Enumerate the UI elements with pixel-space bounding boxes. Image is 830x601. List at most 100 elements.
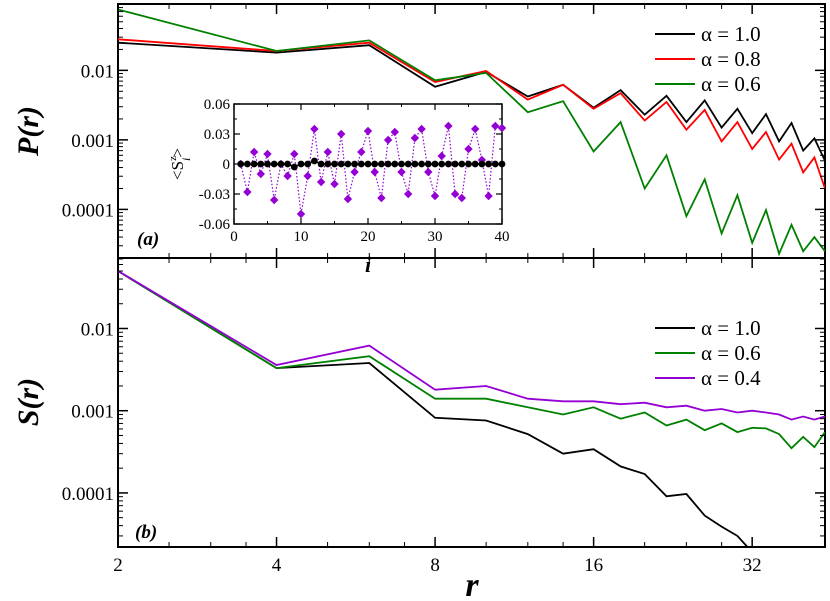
legend-label-3: α = 0.6	[701, 72, 761, 96]
panel-a-ylabel: P(r)	[12, 106, 45, 157]
series-line-3	[118, 8, 825, 257]
inset-circle-point	[398, 160, 405, 168]
x-tick-label: 4	[272, 555, 282, 576]
x-tick-label: 2	[113, 555, 123, 576]
inset-ticks: 0 10 20 30 40 -0.06 -0.03 0 0.03 0.06	[199, 97, 510, 245]
inset-circle-point	[337, 160, 345, 168]
inset-x-tick-label: 40	[495, 229, 510, 245]
y-tick-label: 0.01	[81, 319, 114, 340]
series-line-1	[118, 41, 825, 162]
inset-circle-point	[384, 160, 392, 168]
inset-diamond-point	[296, 209, 306, 219]
legend-label-3: α = 0.4	[701, 366, 761, 390]
inset-circle-point	[351, 160, 358, 168]
inset-y-tick-label: 0.06	[204, 97, 231, 113]
inset-circle-point	[257, 160, 265, 168]
inset-series-line-1	[240, 125, 503, 215]
inset-circle-point	[331, 160, 338, 168]
inset-diamond-point	[377, 193, 386, 203]
inset-circle-point	[371, 160, 379, 168]
x-tick-label: 16	[584, 555, 603, 576]
legend-label-2: α = 0.8	[701, 47, 761, 71]
panel-a: P(r) (a) 0.0001 0.001 0.01 α = 1.0α = 0.8α…	[12, 3, 826, 277]
series-line-3	[118, 270, 825, 421]
inset-diamond-point	[343, 194, 353, 204]
inset-circle-point	[290, 163, 298, 171]
inset-series	[236, 121, 507, 219]
inset-diamond-point	[370, 167, 379, 177]
inset-circle-point	[364, 160, 372, 168]
y-tick-label: 0.01	[81, 61, 114, 82]
inset-chart: 0 10 20 30 40 -0.06 -0.03 0 0.03 0.06 i <Szi>	[167, 97, 510, 277]
inset-circle-point	[277, 160, 285, 168]
inset-diamond-point	[383, 135, 393, 145]
inset-diamond-point	[397, 167, 406, 177]
panel-a-series	[118, 8, 825, 257]
inset-diamond-point	[290, 149, 299, 159]
inset-diamond-point	[283, 171, 292, 181]
inset-diamond-point	[444, 121, 453, 131]
inset-diamond-point	[471, 124, 480, 134]
inset-circle-point	[237, 160, 245, 168]
panel-b-ticks: 2 4 8 16 32 0.0001 0.001 0.01	[62, 258, 825, 576]
inset-circle-point	[357, 160, 365, 168]
panel-b-frame	[117, 257, 826, 548]
inset-circle-point	[297, 160, 305, 168]
inset-y-tick-label: -0.03	[199, 187, 230, 203]
y-tick-label: 0.0001	[62, 484, 114, 505]
inset-diamond-point	[323, 147, 332, 157]
inset-diamond-point	[390, 127, 399, 137]
inset-diamond-point	[417, 124, 426, 134]
inset-diamond-point	[484, 191, 493, 201]
panel-b-series	[118, 270, 825, 547]
inset-circle-point	[411, 160, 419, 168]
inset-diamond-point	[424, 167, 433, 177]
inset-x-tick-label: 20	[361, 229, 376, 245]
legend-label-1: α = 1.0	[701, 316, 761, 340]
inset-circle-point	[284, 160, 291, 168]
panel-b-xlabel: r	[465, 567, 479, 601]
inset-y-tick-label: 0	[223, 157, 231, 173]
panel-b-ylabel: S(r)	[12, 378, 45, 426]
inset-circle-point	[458, 160, 466, 168]
inset-ylabel: <Szi>	[167, 148, 193, 180]
inset-diamond-point	[310, 124, 319, 134]
inset-circle-point	[424, 160, 432, 168]
inset-diamond-point	[350, 167, 359, 177]
inset-diamond-point	[464, 144, 473, 154]
inset-circle-point	[471, 160, 479, 168]
inset-circle-point	[378, 160, 385, 168]
series-line-1	[118, 270, 749, 547]
inset-circle-point	[244, 160, 251, 168]
inset-circle-point	[304, 160, 312, 168]
y-tick-label: 0.001	[71, 131, 114, 152]
inset-circle-point	[418, 160, 425, 168]
inset-circle-point	[431, 160, 439, 168]
inset-diamond-point	[410, 133, 420, 143]
inset-diamond-point	[363, 126, 373, 136]
y-tick-label: 0.001	[71, 402, 114, 423]
inset-diamond-point	[316, 177, 326, 187]
inset-circle-point	[498, 160, 506, 168]
inset-circle-point	[451, 160, 459, 168]
panel-a-tag: (a)	[137, 229, 159, 250]
panel-a-legend: α = 1.0α = 0.8α = 0.6	[655, 22, 761, 96]
panel-b-tag: (b)	[135, 522, 157, 543]
y-tick-label: 0.0001	[62, 200, 114, 221]
inset-circle-point	[250, 160, 258, 168]
inset-circle-point	[465, 160, 472, 168]
inset-circle-point	[324, 160, 332, 168]
inset-diamond-point	[330, 179, 339, 189]
inset-diamond-point	[457, 193, 466, 203]
legend-label-2: α = 0.6	[701, 341, 761, 365]
inset-circle-point	[344, 160, 352, 168]
x-tick-label: 32	[743, 555, 762, 576]
inset-x-tick-label: 10	[294, 229, 309, 245]
inset-circle-point	[317, 160, 325, 168]
legend-label-1: α = 1.0	[701, 22, 761, 46]
inset-diamond-point	[263, 149, 272, 159]
inset-diamond-point	[337, 129, 346, 139]
inset-diamond-point	[404, 189, 413, 199]
